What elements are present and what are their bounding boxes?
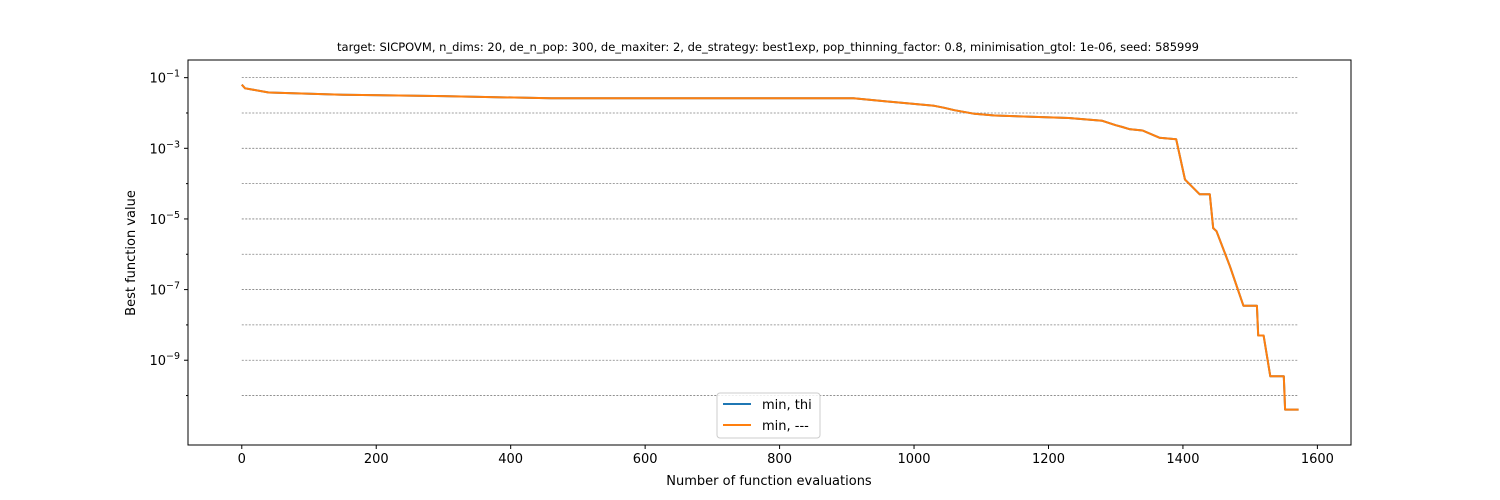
x-tick-label: 1600 <box>1301 452 1334 467</box>
x-tick-label: 200 <box>364 452 389 467</box>
plot-area <box>188 60 1351 445</box>
x-tick-label: 600 <box>633 452 658 467</box>
plot-frame <box>187 59 1352 446</box>
series-lines <box>241 84 1299 411</box>
y-tick-label: 10−5 <box>149 210 180 228</box>
legend-label-min-dashes: min, --- <box>762 419 809 434</box>
x-axis-ticks: 0 200 400 600 800 1000 1200 1400 1600 <box>238 445 1334 467</box>
legend-label-min-thi: min, thi <box>762 398 812 413</box>
y-tick-label: 10−3 <box>149 139 180 157</box>
x-tick-label: 1200 <box>1032 452 1065 467</box>
x-tick-label: 1000 <box>897 452 930 467</box>
x-axis-label: Number of function evaluations <box>666 474 872 489</box>
legend: min, thi min, --- <box>716 392 821 439</box>
chart-title: target: SICPOVM, n_dims: 20, de_n_pop: 3… <box>337 40 1199 54</box>
x-tick-label: 400 <box>498 452 523 467</box>
y-tick-label: 10−1 <box>149 69 180 87</box>
y-axis-ticks: 10−1 10−3 10−5 10−7 10−9 <box>149 69 188 397</box>
series-line-1 <box>241 84 1299 411</box>
x-tick-label: 0 <box>238 452 246 467</box>
grid-lines <box>241 77 1299 396</box>
x-tick-label: 1400 <box>1166 452 1199 467</box>
x-tick-label: 800 <box>767 452 792 467</box>
y-axis-label: Best function value <box>124 190 139 316</box>
y-tick-label: 10−7 <box>149 281 180 299</box>
y-tick-label: 10−9 <box>149 351 180 369</box>
